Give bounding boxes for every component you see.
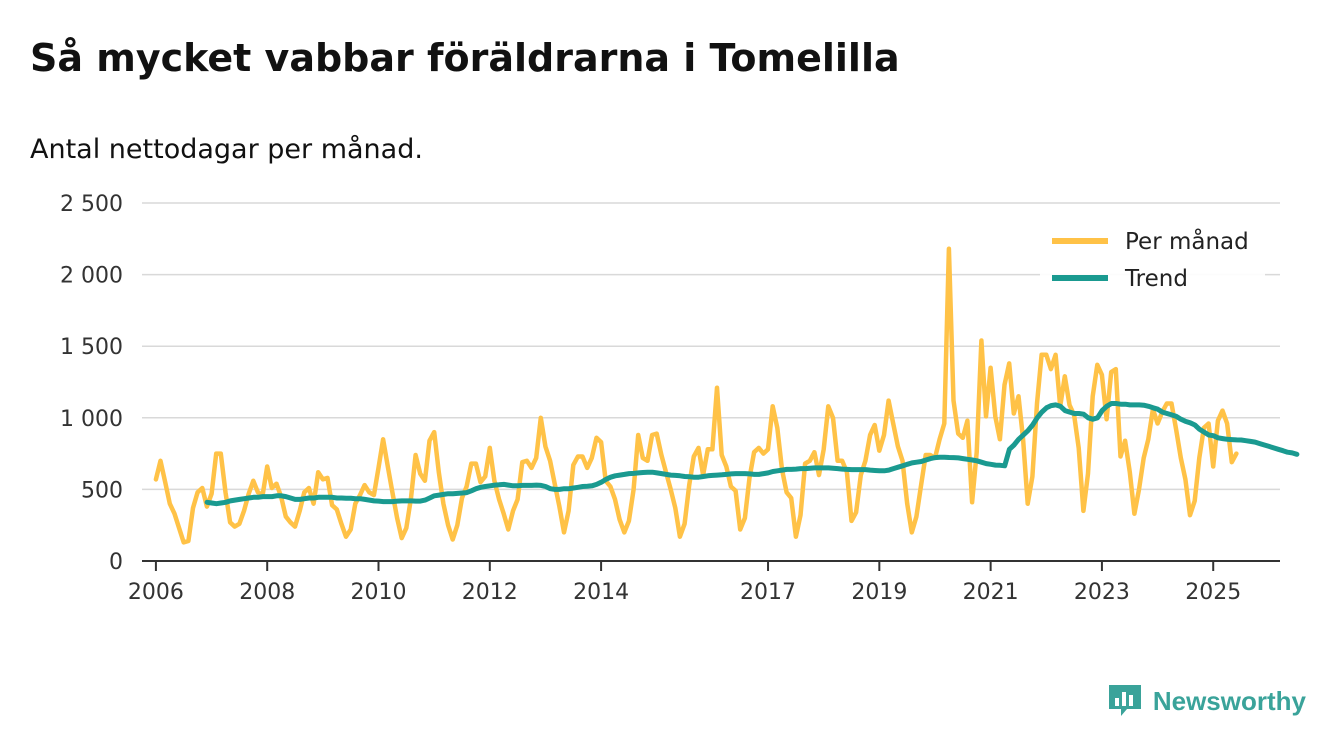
y-tick-label: 500 (81, 478, 123, 503)
x-tick-label: 2010 (351, 580, 407, 605)
y-axis-ticks: 0 500 1 000 1 500 2 000 2 500 (60, 192, 123, 575)
x-tick-label: 2019 (851, 580, 907, 605)
x-tick-label: 2014 (573, 580, 629, 605)
series-line-trend (204, 401, 1300, 507)
newsworthy-logo-icon (1108, 685, 1141, 716)
series-line-per-manad (153, 246, 1239, 545)
legend-background (1040, 220, 1265, 302)
y-tick-label: 0 (109, 550, 123, 575)
x-tick-label: 2025 (1185, 580, 1241, 605)
x-tick-label: 2012 (462, 580, 518, 605)
brand-logo[interactable]: Newsworthy (1107, 683, 1306, 719)
y-tick-label: 2 500 (60, 192, 123, 217)
x-tick-label: 2006 (128, 580, 184, 605)
y-tick-label: 1 500 (60, 335, 123, 360)
legend: Per månad Trend (1040, 220, 1265, 302)
x-tick-label: 2017 (740, 580, 796, 605)
x-axis-ticks: 2006 2008 2010 2012 2014 2017 2019 2021 2023 2025 (128, 560, 1280, 605)
chart-subtitle: Antal nettodagar per månad. (30, 134, 423, 165)
brand-name: Newsworthy (1152, 685, 1306, 716)
y-tick-label: 2 000 (60, 264, 123, 289)
legend-label[interactable]: Per månad (1125, 227, 1249, 255)
series-lines (153, 246, 1300, 545)
y-tick-label: 1 000 (60, 407, 123, 432)
x-tick-label: 2008 (239, 580, 295, 605)
legend-label[interactable]: Trend (1124, 266, 1188, 292)
chart-title: Så mycket vabbar föräldrarna i Tomelilla (30, 36, 900, 80)
x-tick-label: 2021 (963, 580, 1019, 605)
x-tick-label: 2023 (1074, 580, 1130, 605)
